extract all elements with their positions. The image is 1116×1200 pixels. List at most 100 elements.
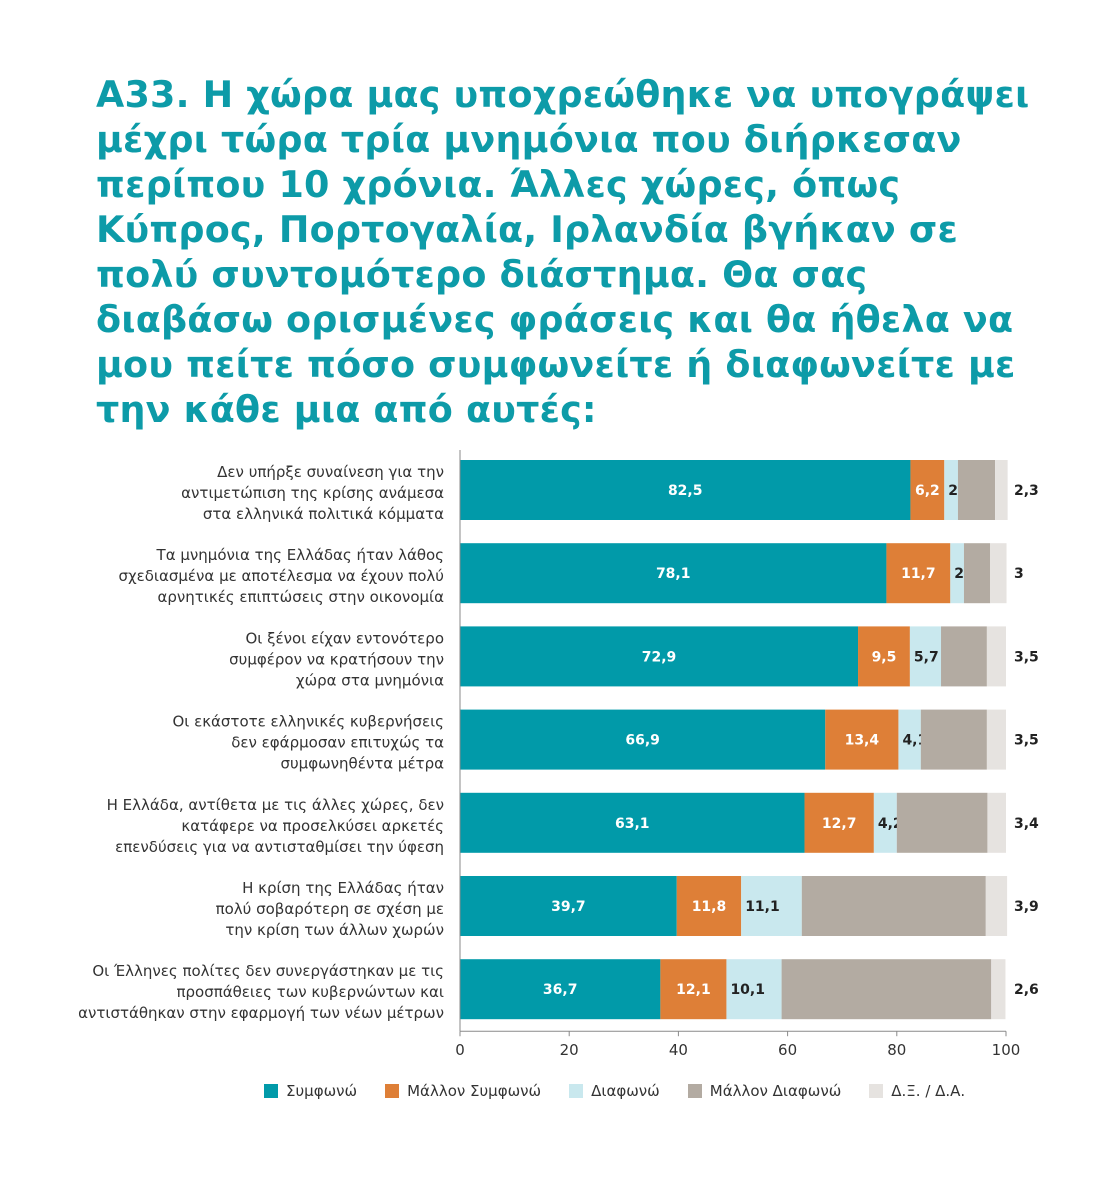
legend-item: Μάλλον Διαφωνώ [687, 1082, 842, 1100]
bar-segment [460, 626, 859, 687]
data-label: 13,4 [845, 733, 880, 749]
bar-segment [990, 543, 1007, 604]
data-label: 78,1 [656, 566, 691, 582]
category-label-line: σχεδιασμένα με αποτέλεσμα να έχουν πολύ [118, 567, 444, 585]
bar-segment [460, 876, 677, 936]
chart-title: Α33. Η χώρα μας υποχρεώθηκε να υπογράψει… [96, 73, 1030, 431]
category-label-line: Η κρίση της Ελλάδας ήταν [242, 879, 444, 897]
category-label-line: αρνητικές επιπτώσεις στην οικονομία [157, 588, 444, 606]
legend-item: Διαφωνώ [569, 1082, 660, 1100]
data-label: 3,4 [1014, 816, 1039, 832]
category-label-line: προσπάθειες των κυβερνώντων και [176, 983, 444, 1001]
category-label: Οι ξένοι είχαν εντονότερο συμφέρον να κρα… [229, 629, 444, 689]
bar-segment [985, 876, 1008, 936]
data-label: 36,7 [543, 982, 578, 998]
data-label: 12,1 [676, 982, 711, 998]
data-label: 3 [1014, 566, 1024, 582]
legend-item: Δ.Ξ. / Δ.Α. [869, 1082, 965, 1100]
category-label-line: την κρίση των άλλων χωρών [225, 921, 444, 939]
data-label: 11,8 [692, 899, 727, 915]
category-label-line: συμφωνηθέντα μέτρα [280, 755, 444, 773]
category-label-line: αντιστάθηκαν στην εφαρμογή των νέων μέτρ… [78, 1004, 444, 1022]
category-label: Η Ελλάδα, αντίθετα με τις άλλες χώρες, δ… [107, 796, 444, 856]
category-label-line: Οι Έλληνες πολίτες δεν συνεργάστηκαν με … [92, 962, 444, 980]
bar-segment [460, 460, 911, 520]
bars-layer: 82,56,22,52,378,111,72,5372,99,55,73,566… [460, 460, 1039, 1020]
category-label-line: Η Ελλάδα, αντίθετα με τις άλλες χώρες, δ… [107, 796, 444, 814]
bar-segment [898, 709, 921, 770]
x-tick-label: 20 [560, 1041, 579, 1059]
data-label: 39,7 [551, 899, 586, 915]
category-label-line: συμφέρον να κρατήσουν την [229, 650, 444, 668]
bar-segment [963, 543, 991, 604]
bar-segment [920, 709, 987, 770]
legend-swatch [869, 1084, 884, 1098]
category-label: Οι εκάστοτε ελληνικές κυβερνήσεις δεν εφά… [172, 713, 444, 773]
bar-segment [944, 460, 958, 520]
data-label: 10,1 [730, 982, 765, 998]
legend-label: Μάλλον Συμφωνώ [407, 1082, 542, 1100]
bar-segment [873, 792, 897, 853]
category-label-line: στα ελληνικά πολιτικά κόμματα [203, 505, 444, 523]
data-label: 66,9 [625, 733, 660, 749]
data-label: 9,5 [872, 649, 897, 665]
bar-segment [781, 959, 992, 1020]
bar-segment [460, 959, 661, 1020]
category-label: Δεν υπήρξε συναίνεση για την αντιμετώπιση… [181, 463, 444, 523]
data-label: 2,6 [1014, 982, 1039, 998]
legend: Συμφωνώ Μάλλον Συμφωνώ Διαφωνώ Μάλλον Διαφω… [264, 1080, 965, 1102]
bar-segment [995, 460, 1008, 520]
legend-item: Συμφωνώ [264, 1082, 357, 1100]
x-tick-label: 100 [992, 1041, 1021, 1059]
bar-segment [941, 626, 987, 687]
bar-segment [460, 543, 887, 604]
category-label: Τα μνημόνια της Ελλάδας ήταν λάθος σχεδια… [118, 546, 444, 606]
data-label: 63,1 [615, 816, 650, 832]
category-label-line: Τα μνημόνια της Ελλάδας ήταν λάθος [156, 546, 444, 564]
legend-item: Μάλλον Συμφωνώ [385, 1082, 541, 1100]
category-label-line: κατάφερε να προσελκύσει αρκετές [181, 817, 444, 835]
category-label: Οι Έλληνες πολίτες δεν συνεργάστηκαν με … [78, 962, 444, 1022]
x-axis: 0 20 40 60 80 100 [455, 450, 1020, 1059]
bar-segment [909, 626, 942, 687]
x-tick-label: 60 [778, 1041, 797, 1059]
legend-swatch [687, 1084, 702, 1098]
category-label: Η κρίση της Ελλάδας ήταν πολύ σοβαρότερη … [216, 879, 444, 939]
category-label-line: επενδύσεις για να αντισταθμίσει την ύφεσ… [115, 838, 444, 856]
legend-swatch [569, 1084, 584, 1098]
bar-segment [726, 959, 782, 1020]
bar-segment [986, 626, 1006, 687]
x-tick-label: 0 [455, 1041, 465, 1059]
category-label-line: χώρα στα μνημόνια [296, 671, 444, 689]
category-label-line: Οι ξένοι είχαν εντονότερο [246, 629, 445, 647]
bar-segment [896, 792, 988, 853]
bar-segment [460, 792, 805, 853]
category-label-line: Οι εκάστοτε ελληνικές κυβερνήσεις [172, 713, 444, 731]
category-label-line: δεν εφάρμοσαν επιτυχώς τα [231, 734, 444, 752]
bar-segment [660, 959, 727, 1020]
bar-segment [858, 626, 910, 687]
data-label: 4,2 [878, 816, 903, 832]
bar-segment [460, 709, 826, 770]
legend-swatch [264, 1084, 278, 1098]
category-labels-layer: Δεν υπήρξε συναίνεση για την αντιμετώπιση… [78, 463, 444, 1022]
legend-label: Διαφωνώ [591, 1082, 660, 1100]
data-label: 6,2 [915, 483, 940, 499]
data-label: 3,9 [1014, 899, 1039, 915]
data-label: 3,5 [1014, 649, 1039, 665]
bar-segment [804, 792, 874, 853]
bar-segment [950, 543, 964, 604]
bar-segment [986, 709, 1006, 770]
bar-segment [957, 460, 996, 520]
legend-swatch [385, 1084, 400, 1098]
data-label: 11,1 [745, 899, 780, 915]
category-label-line: αντιμετώπιση της κρίσης ανάμεσα [181, 484, 444, 502]
legend-label: Μάλλον Διαφωνώ [709, 1082, 842, 1100]
category-label-line: πολύ σοβαρότερη σε σχέση με [216, 900, 444, 918]
data-label: 2,3 [1014, 483, 1039, 499]
data-label: 11,7 [901, 566, 936, 582]
x-tick-label: 80 [887, 1041, 906, 1059]
x-tick-label: 40 [669, 1041, 688, 1059]
bar-segment [741, 876, 802, 936]
legend-label: Δ.Ξ. / Δ.Α. [891, 1082, 966, 1100]
